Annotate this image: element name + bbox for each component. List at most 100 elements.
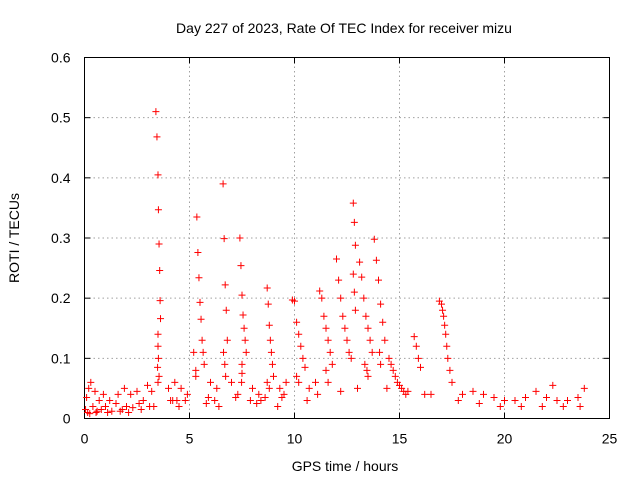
- data-point: [192, 366, 200, 374]
- data-point: [219, 180, 227, 188]
- data-point: [343, 336, 351, 344]
- data-point: [215, 402, 223, 410]
- data-point: [412, 342, 420, 350]
- data-point: [337, 294, 345, 302]
- data-point: [268, 360, 276, 368]
- data-point: [559, 402, 567, 410]
- data-point: [375, 276, 382, 284]
- data-point: [522, 393, 529, 401]
- data-point: [391, 372, 399, 380]
- data-point: [441, 321, 449, 329]
- data-point: [517, 402, 525, 410]
- data-point: [266, 336, 274, 344]
- data-point: [83, 393, 91, 401]
- data-point: [154, 171, 162, 179]
- data-point: [333, 255, 340, 263]
- data-point: [439, 306, 447, 314]
- data-point: [350, 288, 358, 296]
- data-point: [237, 262, 245, 270]
- data-point: [366, 336, 374, 344]
- x-tick-label: 0: [81, 431, 89, 447]
- data-point: [265, 321, 273, 329]
- data-point: [104, 408, 112, 416]
- data-point: [152, 108, 160, 116]
- data-point: [102, 402, 109, 410]
- data-point: [574, 393, 582, 401]
- data-point: [345, 348, 353, 356]
- data-point: [199, 348, 207, 356]
- data-point: [198, 336, 206, 344]
- data-point: [257, 396, 265, 404]
- data-point: [293, 372, 301, 380]
- data-point: [389, 366, 397, 374]
- data-point: [177, 384, 185, 392]
- data-point: [543, 393, 550, 401]
- data-point: [240, 324, 248, 332]
- data-point: [351, 241, 359, 249]
- data-point: [137, 405, 145, 413]
- data-point: [171, 378, 179, 386]
- data-point: [297, 342, 305, 350]
- data-point: [239, 311, 247, 319]
- data-point: [564, 396, 571, 404]
- data-point: [139, 396, 147, 404]
- data-point: [120, 384, 128, 392]
- data-point: [87, 378, 95, 386]
- data-point: [156, 297, 164, 305]
- data-point: [459, 390, 466, 398]
- data-point: [421, 390, 429, 398]
- data-point: [438, 300, 445, 308]
- data-point: [448, 378, 456, 386]
- data-point: [154, 363, 162, 371]
- data-point: [417, 363, 424, 371]
- data-point: [440, 312, 448, 320]
- data-point: [443, 342, 451, 350]
- data-point: [469, 387, 477, 395]
- data-point: [328, 360, 336, 368]
- data-point: [238, 378, 246, 386]
- data-point: [576, 402, 584, 410]
- data-point: [220, 348, 228, 356]
- data-point: [169, 396, 177, 404]
- data-point: [370, 235, 378, 243]
- data-point: [475, 399, 483, 407]
- data-point: [383, 384, 391, 392]
- data-point: [360, 294, 368, 302]
- data-point: [364, 324, 372, 332]
- data-point: [194, 248, 202, 256]
- data-point: [372, 256, 380, 264]
- data-point: [154, 354, 162, 362]
- x-axis-label: GPS time / hours: [292, 458, 399, 474]
- data-point: [193, 213, 201, 221]
- data-point: [238, 369, 246, 377]
- data-point: [125, 408, 133, 416]
- data-point: [339, 312, 347, 320]
- data-point: [222, 372, 230, 380]
- data-point: [157, 315, 165, 323]
- data-point: [228, 378, 235, 386]
- data-point: [356, 258, 364, 266]
- data-point: [133, 387, 141, 395]
- data-point: [361, 360, 369, 368]
- data-point: [135, 399, 143, 407]
- data-point: [295, 378, 303, 386]
- data-point: [446, 366, 454, 374]
- data-point: [91, 387, 99, 395]
- data-point: [93, 407, 101, 415]
- data-point: [376, 348, 384, 356]
- data-point: [387, 360, 395, 368]
- data-point: [263, 378, 271, 386]
- data-point: [197, 315, 205, 323]
- data-point: [114, 390, 122, 398]
- data-point: [349, 199, 357, 207]
- data-point: [337, 387, 345, 395]
- data-point: [148, 387, 156, 395]
- data-point: [364, 372, 372, 380]
- data-point: [99, 390, 107, 398]
- data-point: [318, 294, 326, 302]
- data-point: [351, 306, 359, 314]
- x-tick-label: 25: [602, 431, 618, 447]
- data-point: [444, 354, 452, 362]
- data-point: [238, 291, 246, 299]
